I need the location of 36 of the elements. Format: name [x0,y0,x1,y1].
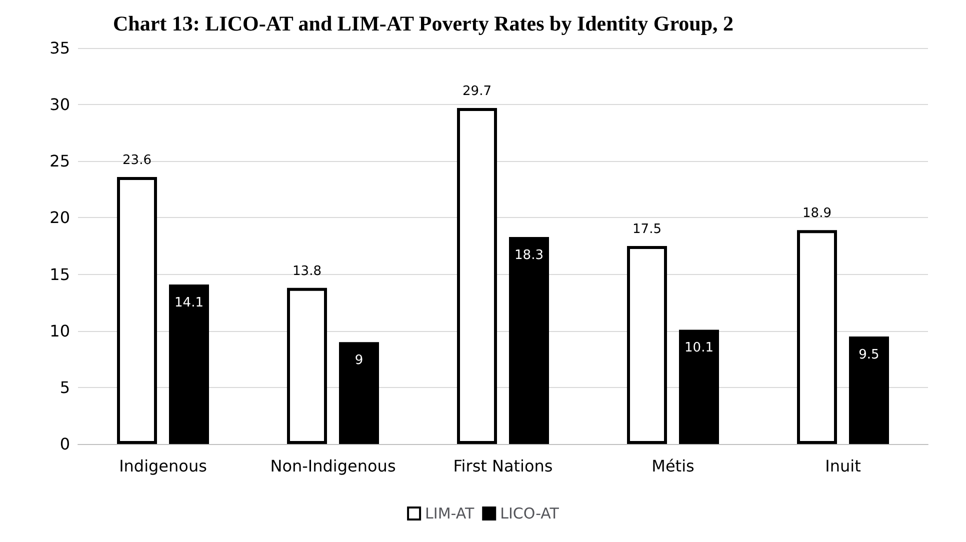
data-label: 18.3 [514,248,544,263]
bar [627,246,667,444]
data-label: 13.8 [292,264,322,279]
data-label: 9 [354,353,364,368]
bar [797,230,837,444]
data-label: 10.1 [684,340,714,356]
data-label: 14.1 [174,295,204,310]
chart-title: Chart 13: LICO-AT and LIM-AT Poverty Rates by Identity Group, 2 [113,12,734,36]
bar [339,342,379,444]
legend-label: LICO-AT [500,504,560,522]
data-label: 17.5 [632,222,662,237]
y-tick-label: 0 [60,434,70,454]
y-tick-label: 25 [50,152,70,171]
data-label: 23.6 [122,152,152,168]
bar [509,236,549,444]
x-tick-label: Indigenous [119,456,207,476]
bar [679,330,719,444]
y-tick-label: 35 [50,38,70,58]
y-tick-label: 15 [50,264,70,284]
x-tick-label: First Nations [453,456,553,476]
y-tick-label: 20 [50,208,70,228]
data-label: 9.5 [858,348,880,363]
legend-label: LIM-AT [425,504,475,522]
bar [287,288,327,444]
bar [849,336,889,444]
y-tick-label: 5 [60,378,70,397]
bar [117,176,157,444]
bar [457,108,497,444]
x-tick-label: Non-Indigenous [270,456,396,476]
bar [169,284,209,444]
data-label: 29.7 [462,84,492,99]
y-tick-label: 10 [50,321,70,340]
x-tick-label: Inuit [825,456,861,476]
y-tick-label: 30 [50,95,70,114]
data-label: 18.9 [802,206,832,222]
x-tick-label: Métis [652,456,694,476]
